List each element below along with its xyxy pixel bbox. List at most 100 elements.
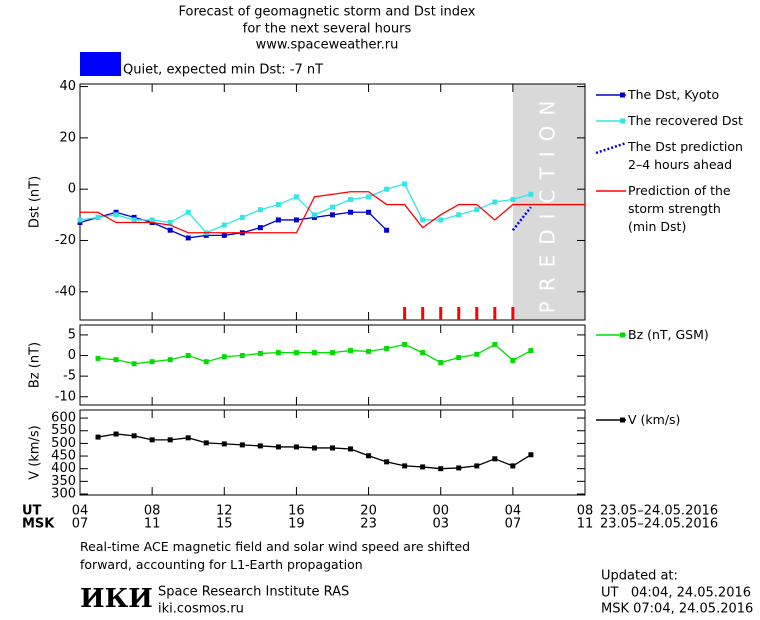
series-point (275, 350, 281, 356)
date-label: 23.05–24.05.2016 (600, 517, 718, 532)
legend-entry: Prediction of the storm strength (min Ds… (628, 183, 731, 234)
title-line: Forecast of geomagnetic storm and Dst in… (178, 5, 475, 20)
series-point (366, 194, 372, 200)
series-point (528, 348, 534, 354)
series-line (511, 206, 532, 231)
series-point (221, 354, 227, 360)
series-point (131, 214, 137, 220)
series-point (239, 353, 245, 359)
series-line (80, 191, 585, 234)
series-point (113, 431, 119, 437)
y-tick-label: 0 (68, 182, 76, 197)
series-point (149, 437, 155, 443)
x-tick-label: 08 (144, 504, 161, 519)
series-point (510, 463, 516, 469)
series-point (113, 357, 119, 363)
prediction-region (512, 84, 585, 320)
series-point (221, 222, 227, 228)
series-point (221, 441, 227, 447)
legend-marker (620, 118, 625, 124)
series-point (366, 453, 372, 459)
series-point (402, 463, 408, 469)
legend-marker (620, 332, 625, 338)
series-point (456, 465, 462, 471)
y-tick-label: 550 (51, 423, 76, 438)
series-point (77, 220, 83, 226)
series-point (366, 209, 372, 215)
series-point (167, 227, 173, 233)
x-tick-label: 15 (216, 517, 233, 532)
series-point (492, 199, 498, 205)
site: iki.cosmos.ru (158, 602, 244, 617)
series-point (293, 350, 299, 356)
x-tick-label: 19 (288, 517, 305, 532)
y-tick-label: 400 (51, 461, 76, 476)
series-point (185, 435, 191, 441)
series-point (185, 209, 191, 215)
series-point (203, 440, 209, 446)
y-tick-label: 600 (51, 411, 76, 426)
x-tick-label: 07 (505, 517, 522, 532)
series-point (221, 232, 227, 238)
y-tick-label: 0 (68, 348, 76, 363)
y-tick-label: 500 (51, 436, 76, 451)
x-tick-label: 11 (144, 517, 161, 532)
series-point (167, 220, 173, 226)
series-point (131, 433, 137, 439)
y-tick-label: 450 (51, 449, 76, 464)
legend-entry: Bz (nT, GSM) (628, 327, 709, 342)
series-point (77, 217, 83, 223)
series-point (330, 350, 335, 356)
legend-marker (620, 92, 625, 98)
prediction-label: PREDICTION (535, 91, 559, 314)
series-point (257, 225, 263, 231)
series-point (384, 227, 390, 233)
series-point (330, 212, 335, 218)
series-point (438, 466, 444, 472)
series-point (185, 235, 191, 241)
series-point (257, 207, 263, 213)
x-tick-label: 12 (216, 504, 233, 519)
x-tick-label: 03 (432, 517, 449, 532)
series-point (293, 217, 299, 223)
series-point (384, 459, 390, 465)
series-point (438, 217, 444, 223)
series-point (330, 204, 335, 210)
series-point (275, 444, 281, 450)
series-point (330, 445, 335, 451)
series-point (402, 181, 408, 187)
series-point (185, 353, 191, 359)
series-point (402, 341, 408, 347)
status-text: Quiet, expected min Dst: -7 nT (123, 63, 323, 78)
y-tick-label: 20 (59, 130, 76, 145)
series-point (384, 346, 390, 352)
series-point (366, 348, 372, 354)
series-point (420, 217, 426, 223)
date-label: 23.05–24.05.2016 (600, 504, 718, 519)
y-tick-label: -20 (55, 233, 76, 248)
series-point (420, 464, 426, 470)
series-point (167, 357, 173, 363)
series-point (474, 351, 480, 357)
logo: ИКИ (80, 584, 153, 614)
x-tick-label: 16 (288, 504, 305, 519)
x-tick-label: 08 (577, 504, 594, 519)
legend-marker (620, 417, 625, 423)
x-tick-label: 20 (360, 504, 377, 519)
x-tick-label: 00 (432, 504, 449, 519)
ut-label: UT (22, 504, 42, 519)
series-point (239, 214, 245, 220)
series-point (510, 196, 516, 202)
legend-entry: The Dst prediction 2–4 hours ahead (628, 139, 743, 172)
y-axis-label: V (km/s) (28, 425, 43, 480)
series-point (95, 434, 101, 440)
title-line: for the next several hours (243, 22, 412, 37)
y-tick-label: 350 (51, 474, 76, 489)
updated: Updated at: (601, 569, 678, 584)
x-tick-label: 11 (577, 517, 594, 532)
y-tick-label: 40 (59, 79, 76, 94)
series-point (474, 463, 480, 469)
y-tick-label: 5 (68, 327, 76, 342)
